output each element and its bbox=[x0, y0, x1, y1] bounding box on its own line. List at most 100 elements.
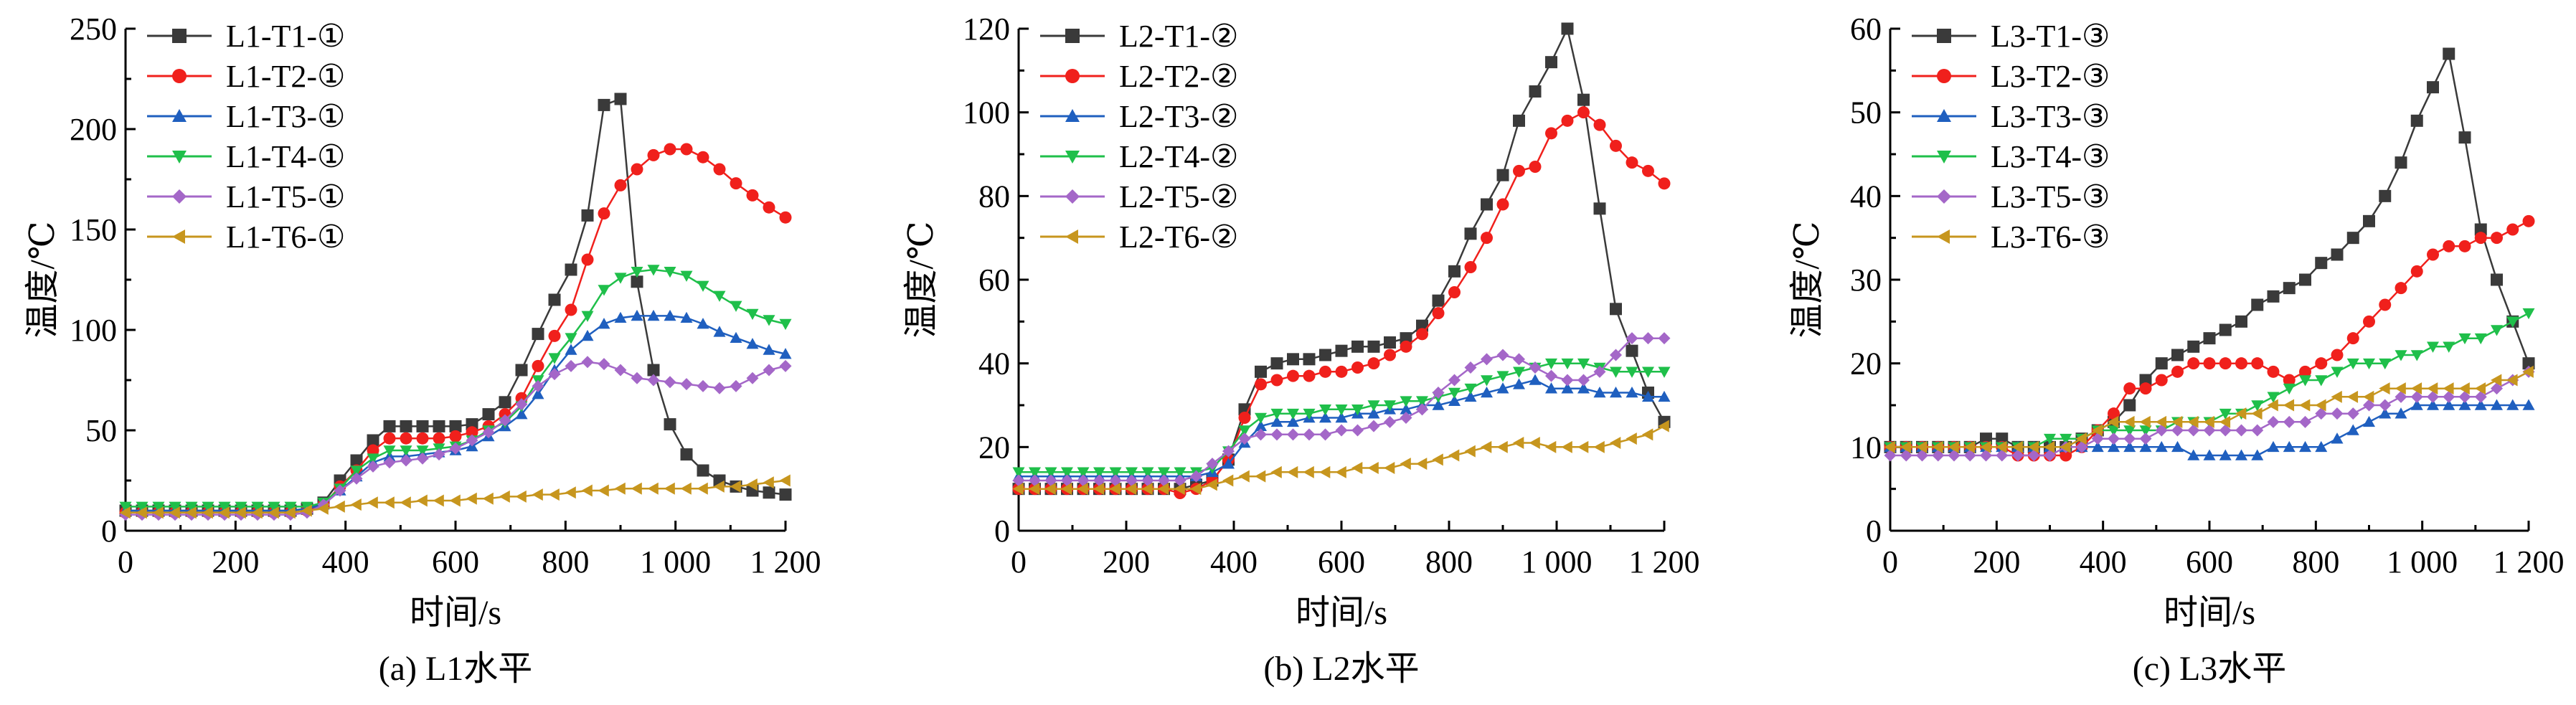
data-point bbox=[664, 143, 676, 156]
data-point bbox=[433, 432, 445, 445]
data-point bbox=[680, 143, 693, 156]
data-point bbox=[2363, 399, 2375, 412]
data-point bbox=[1626, 366, 1638, 378]
data-point bbox=[136, 501, 148, 513]
data-point bbox=[1513, 114, 1525, 127]
data-point bbox=[1109, 483, 1120, 496]
data-point bbox=[2410, 390, 2423, 403]
data-point bbox=[2108, 440, 2120, 453]
data-point bbox=[1351, 404, 1364, 416]
data-point bbox=[1384, 462, 1395, 474]
data-point bbox=[1448, 374, 1461, 387]
y-tick-label: 20 bbox=[978, 430, 1010, 465]
data-point bbox=[1367, 400, 1380, 412]
data-point bbox=[1932, 449, 1945, 462]
data-point bbox=[2027, 449, 2040, 462]
data-point bbox=[532, 488, 543, 501]
data-point bbox=[2395, 382, 2406, 395]
x-tick-label: 1 000 bbox=[640, 544, 711, 579]
data-point bbox=[1319, 412, 1331, 423]
panel-caption: (b) L2水平 bbox=[1263, 650, 1419, 688]
data-point bbox=[1384, 400, 1396, 412]
y-tick-label: 60 bbox=[978, 262, 1010, 298]
data-point bbox=[1642, 428, 1653, 441]
data-point bbox=[1448, 265, 1461, 278]
data-point bbox=[2427, 399, 2439, 410]
y-tick-label: 30 bbox=[1850, 262, 1882, 298]
data-point bbox=[367, 434, 379, 447]
data-point bbox=[2379, 358, 2392, 370]
y-tick-label: 50 bbox=[85, 413, 117, 448]
data-point bbox=[169, 506, 180, 519]
data-point bbox=[400, 432, 412, 445]
legend-marker bbox=[1065, 69, 1080, 83]
x-tick-label: 0 bbox=[1011, 544, 1027, 579]
data-point bbox=[647, 265, 660, 276]
data-point bbox=[2203, 415, 2214, 428]
data-point bbox=[499, 490, 510, 503]
data-point bbox=[746, 189, 759, 202]
data-point bbox=[2219, 449, 2232, 460]
data-point bbox=[2011, 440, 2023, 453]
data-point bbox=[1513, 164, 1525, 177]
data-point bbox=[1335, 404, 1348, 416]
data-point bbox=[581, 311, 594, 322]
data-point bbox=[1529, 161, 1542, 173]
data-point bbox=[697, 151, 709, 164]
data-point bbox=[2458, 240, 2471, 252]
data-point bbox=[730, 301, 742, 312]
data-point bbox=[202, 501, 214, 513]
data-point bbox=[697, 318, 709, 329]
data-point bbox=[2427, 248, 2439, 261]
data-point bbox=[1012, 474, 1025, 487]
data-point bbox=[1400, 458, 1411, 470]
y-tick-label: 150 bbox=[70, 212, 117, 247]
data-point bbox=[2363, 390, 2374, 403]
data-point bbox=[779, 318, 792, 331]
data-point bbox=[2267, 440, 2280, 453]
data-point bbox=[2171, 365, 2184, 378]
data-point bbox=[2187, 340, 2200, 353]
data-point bbox=[1481, 387, 1493, 398]
y-tick-label: 250 bbox=[70, 11, 117, 47]
data-point bbox=[2491, 325, 2503, 336]
data-point bbox=[647, 148, 660, 161]
legend: L3-T1-③ L3-T2-③ L3-T3-③ L3-T4-③ L3-T5-③ L3-T6… bbox=[1912, 19, 2110, 255]
data-point bbox=[2379, 298, 2392, 311]
data-point bbox=[2299, 365, 2311, 378]
x-tick-label: 800 bbox=[2292, 544, 2339, 579]
data-point bbox=[1496, 169, 1509, 181]
data-point bbox=[1093, 467, 1105, 478]
data-point bbox=[2044, 449, 2056, 462]
data-point bbox=[680, 448, 693, 461]
data-point bbox=[1448, 394, 1461, 406]
data-point bbox=[581, 484, 593, 497]
data-point bbox=[2123, 440, 2136, 453]
data-point bbox=[1610, 349, 1622, 361]
data-point bbox=[1270, 374, 1283, 387]
data-point bbox=[2283, 440, 2296, 453]
data-point bbox=[400, 454, 412, 467]
data-point bbox=[2346, 424, 2359, 435]
data-point bbox=[1270, 428, 1283, 441]
data-point bbox=[2187, 449, 2200, 460]
data-point bbox=[664, 376, 676, 389]
data-point bbox=[1061, 467, 1073, 478]
legend-label: L3-T6-③ bbox=[1991, 219, 2110, 255]
data-point bbox=[416, 445, 429, 457]
data-point bbox=[2443, 399, 2455, 410]
data-point bbox=[2506, 399, 2519, 410]
data-point bbox=[433, 494, 444, 507]
data-point bbox=[2075, 432, 2087, 445]
data-point bbox=[763, 364, 775, 377]
data-point bbox=[763, 476, 774, 489]
data-point bbox=[2155, 357, 2168, 370]
series-T5 bbox=[1012, 332, 1671, 487]
data-point bbox=[680, 482, 692, 495]
data-point bbox=[1416, 403, 1428, 416]
data-point bbox=[2395, 282, 2407, 295]
data-point bbox=[2379, 189, 2392, 202]
data-point bbox=[499, 414, 511, 427]
data-point bbox=[1351, 424, 1364, 437]
data-point bbox=[2267, 392, 2280, 403]
